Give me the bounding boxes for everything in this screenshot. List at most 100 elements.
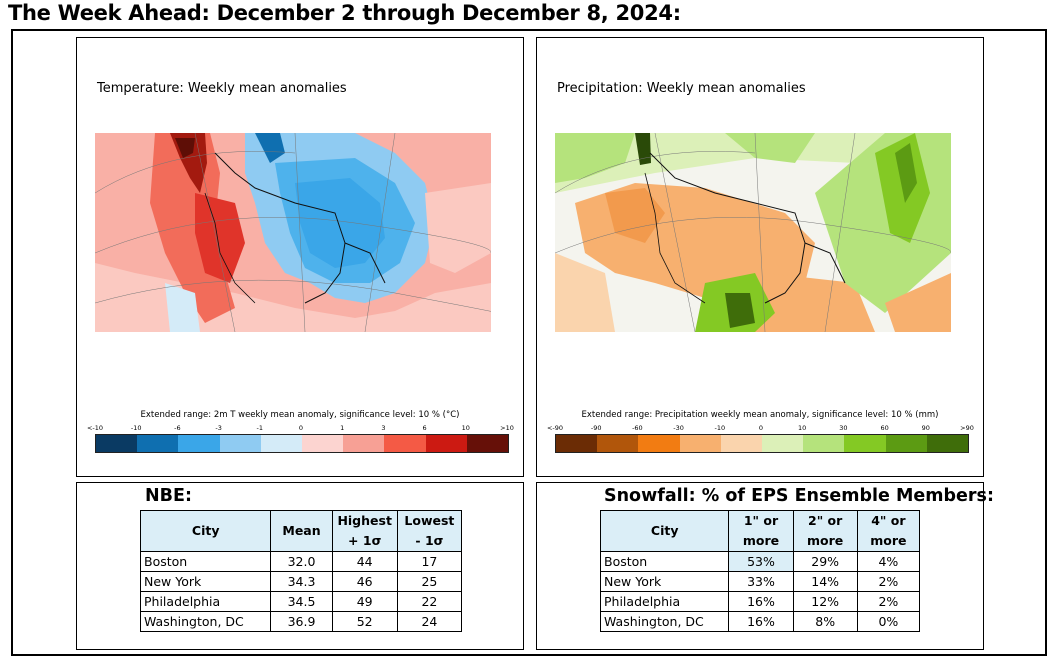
nbe-header-highest: Highest + 1σ (331, 510, 398, 552)
table-row: Washington, DC 36.9 52 24 (139, 611, 463, 632)
precipitation-legend-tick: <-90 (546, 424, 564, 432)
precipitation-legend-tick: 30 (839, 424, 848, 432)
temperature-legend-swatch (425, 435, 467, 452)
precipitation-legend-caption: Extended range: Precipitation weekly mea… (581, 410, 939, 420)
table-row: New York 33% 14% 2% (599, 571, 921, 592)
value-cell: 53% (728, 551, 794, 572)
temperature-legend-tick: <-10 (86, 424, 104, 432)
table-row: Washington, DC 16% 8% 0% (599, 611, 921, 632)
precipitation-legend-tick: -60 (632, 424, 643, 432)
precipitation-legend-swatch (762, 435, 804, 452)
temperature-legend-tick: -6 (174, 424, 181, 432)
table-row: Boston 53% 29% 4% (599, 551, 921, 572)
city-cell: Washington, DC (599, 611, 730, 632)
temperature-legend-tick: -3 (215, 424, 222, 432)
snowfall-title: Snowfall: % of EPS Ensemble Members: (604, 486, 994, 506)
temperature-legend-tick: 10 (461, 424, 470, 432)
city-cell: Philadelphia (599, 591, 730, 612)
page-title: The Week Ahead: December 2 through Decem… (8, 1, 681, 25)
outer-frame (11, 29, 1047, 656)
temperature-legend-ticks: <-10 -10 -6 -3 -1 0 1 3 6 10 >10 (87, 424, 514, 434)
nbe-title: NBE: (145, 486, 192, 506)
table-row: Boston 32.0 44 17 (139, 551, 463, 572)
temperature-map-panel: Temperature: Weekly mean anomalies Exten… (76, 37, 524, 477)
value-cell: 4% (856, 551, 921, 572)
precipitation-legend-swatch (597, 435, 639, 452)
precipitation-legend-swatch (679, 435, 721, 452)
value-cell: 12% (792, 591, 858, 612)
snowfall-panel: Snowfall: % of EPS Ensemble Members: Cit… (536, 482, 994, 650)
temperature-legend-tick: -10 (130, 424, 142, 432)
city-cell: Boston (139, 551, 272, 572)
city-cell: Philadelphia (139, 591, 272, 612)
temperature-legend-swatch (96, 435, 138, 452)
precipitation-legend-swatch (926, 435, 969, 452)
temperature-legend-tick: 6 (422, 424, 427, 432)
nbe-header-city: City (139, 510, 272, 552)
nbe-panel: NBE: City Mean Highest + 1σ Lowest - 1σ … (76, 482, 524, 650)
nbe-table: City Mean Highest + 1σ Lowest - 1σ Bosto… (139, 510, 463, 632)
precipitation-legend-swatch (844, 435, 886, 452)
temperature-legend-tick: 1 (340, 424, 345, 432)
value-cell: 34.3 (270, 571, 333, 592)
value-cell: 0% (856, 611, 921, 632)
precipitation-legend-swatch (556, 435, 598, 452)
value-cell: 46 (331, 571, 398, 592)
temperature-map-caption: Temperature: Weekly mean anomalies (97, 81, 347, 96)
precipitation-legend-swatch (720, 435, 763, 452)
value-cell: 36.9 (270, 611, 333, 632)
temperature-legend-tick: -1 (256, 424, 264, 432)
temperature-legend-swatch (302, 435, 344, 452)
snowfall-header-2in: 2" or more (792, 510, 858, 552)
temperature-legend-tick: 0 (298, 424, 304, 432)
precipitation-anomaly-map (555, 133, 951, 332)
precipitation-legend-tick: -30 (673, 424, 684, 432)
precipitation-map-image (555, 133, 951, 332)
precipitation-legend-tick: 10 (798, 424, 807, 432)
value-cell: 16% (728, 611, 794, 632)
temperature-legend-swatch (219, 435, 261, 452)
value-cell: 2% (856, 591, 921, 612)
precipitation-legend-tick: 60 (880, 424, 889, 432)
precipitation-legend-tick: >90 (960, 424, 974, 432)
value-cell: 52 (331, 611, 398, 632)
snowfall-header-city: City (599, 510, 730, 552)
nbe-header-mean: Mean (270, 510, 333, 552)
temperature-legend-swatch (466, 435, 509, 452)
precipitation-legend-swatch (885, 435, 927, 452)
value-cell: 44 (331, 551, 398, 572)
value-cell: 32.0 (270, 551, 333, 572)
city-cell: Boston (599, 551, 730, 572)
table-row: Philadelphia 34.5 49 22 (139, 591, 463, 612)
city-cell: New York (599, 571, 730, 592)
temperature-legend-tick: 3 (381, 424, 386, 432)
value-cell: 22 (396, 591, 463, 612)
precipitation-map-panel: Precipitation: Weekly mean anomalies Ext… (536, 37, 984, 477)
temperature-legend-swatch (343, 435, 385, 452)
precipitation-legend-tick: -10 (714, 424, 726, 432)
temperature-map-image (95, 133, 491, 332)
precipitation-map-caption: Precipitation: Weekly mean anomalies (557, 81, 806, 96)
value-cell: 34.5 (270, 591, 333, 612)
temperature-legend-caption: Extended range: 2m T weekly mean anomaly… (140, 410, 460, 420)
precipitation-color-scale (555, 434, 969, 453)
precipitation-legend-swatch (803, 435, 845, 452)
value-cell: 16% (728, 591, 794, 612)
temperature-legend-tick: >10 (500, 424, 514, 432)
table-row: Philadelphia 16% 12% 2% (599, 591, 921, 612)
value-cell: 25 (396, 571, 463, 592)
value-cell: 29% (792, 551, 858, 572)
snowfall-header-1in: 1" or more (728, 510, 794, 552)
precipitation-legend-swatch (638, 435, 680, 452)
temperature-legend-swatch (260, 435, 303, 452)
table-row: New York 34.3 46 25 (139, 571, 463, 592)
precipitation-legend-tick: 90 (921, 424, 930, 432)
value-cell: 49 (331, 591, 398, 612)
value-cell: 33% (728, 571, 794, 592)
precipitation-legend-tick: 0 (758, 424, 764, 432)
value-cell: 24 (396, 611, 463, 632)
temperature-color-scale (95, 434, 509, 453)
temperature-anomaly-map (95, 133, 491, 332)
temperature-legend-swatch (384, 435, 426, 452)
city-cell: Washington, DC (139, 611, 272, 632)
